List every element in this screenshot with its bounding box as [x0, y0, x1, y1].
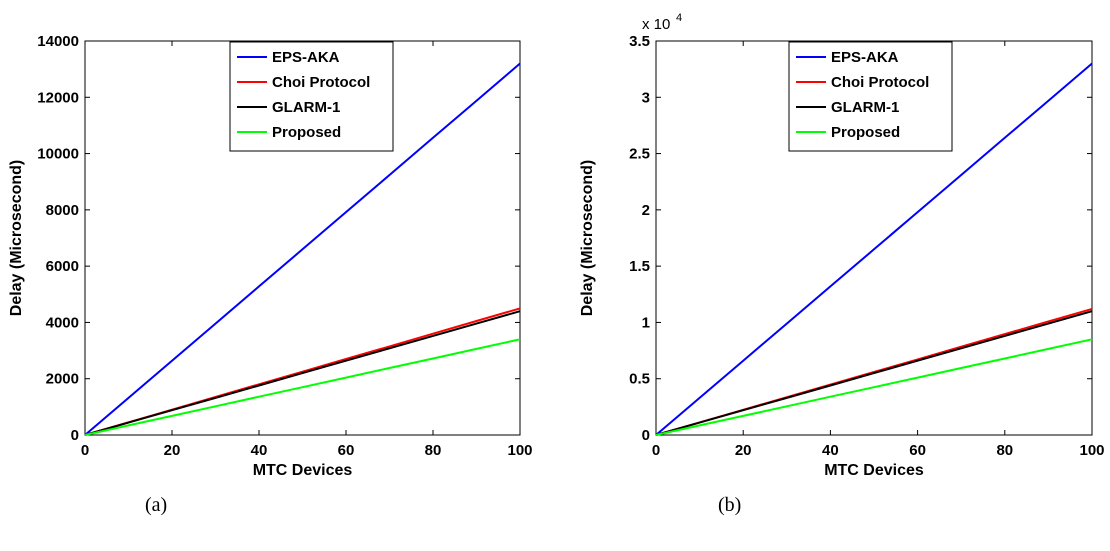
x-tick-label: 60: [338, 442, 355, 459]
x-tick-label: 80: [425, 442, 442, 459]
series-line-glarm-1: [655, 310, 1093, 436]
y-tick-label: 10000: [37, 146, 79, 163]
legend-entry-label: Proposed: [831, 124, 900, 141]
x-axis-label: MTC Devices: [253, 462, 353, 479]
legend: EPS-AKA Choi Protocol GLARM-1 Proposed: [229, 41, 394, 152]
series-line-eps-aka: [655, 62, 1093, 436]
x-tick-label: 0: [652, 442, 660, 459]
y-tick-label: 0: [642, 427, 650, 444]
y-tick-label: 8000: [46, 202, 79, 219]
x-tick-label: 100: [1079, 442, 1104, 459]
caption-a: (a): [145, 494, 168, 516]
y-axis-label: Delay (Microsecond): [579, 160, 596, 316]
y-tick-label: 3.5: [629, 33, 650, 50]
chart-a: 0 20 40 60 80 100 0 2000 4000 6000 8000 10000 12000 1…: [8, 33, 533, 479]
y-axis-label: Delay (Microsecond): [8, 160, 25, 316]
y-exponent-power: 4: [676, 12, 682, 24]
x-tick-label: 100: [507, 442, 532, 459]
y-tick-label: 0: [71, 427, 79, 444]
x-tick-label: 0: [81, 442, 89, 459]
x-tick-label: 20: [735, 442, 752, 459]
y-tick-label: 4000: [46, 314, 79, 331]
x-axis-label: MTC Devices: [824, 462, 924, 479]
legend: EPS-AKA Choi Protocol GLARM-1 Proposed: [788, 41, 953, 152]
legend-entry-label: GLARM-1: [272, 99, 340, 116]
legend-entry-label: EPS-AKA: [272, 49, 340, 66]
y-tick-label: 1.5: [629, 258, 650, 275]
y-tick-label: 2.5: [629, 146, 650, 163]
legend-entry-label: GLARM-1: [831, 99, 899, 116]
x-tick-label: 40: [251, 442, 268, 459]
legend-entry-label: EPS-AKA: [831, 49, 899, 66]
x-tick-label: 60: [909, 442, 926, 459]
caption-b: (b): [718, 494, 742, 516]
y-tick-label: 1: [642, 314, 650, 331]
x-tick-label: 40: [822, 442, 839, 459]
y-tick-label: 0.5: [629, 371, 650, 388]
y-tick-label: 12000: [37, 89, 79, 106]
y-tick-label: 2: [642, 202, 650, 219]
y-tick-label: 2000: [46, 371, 79, 388]
y-tick-label: 6000: [46, 258, 79, 275]
legend-entry-label: Choi Protocol: [831, 74, 929, 91]
y-exponent-label: x 10: [642, 16, 670, 33]
y-tick-label: 3: [642, 89, 650, 106]
series-line-proposed: [655, 338, 1093, 436]
chart-b: 0 20 40 60 80 100 0 0.5 1 1.5 2 2.5 3 3.5x 10 4 MTC Dev…: [579, 12, 1105, 479]
x-tick-label: 80: [996, 442, 1013, 459]
series-line-glarm-1: [84, 310, 521, 436]
y-tick-label: 14000: [37, 33, 79, 50]
legend-entry-label: Choi Protocol: [272, 74, 370, 91]
x-tick-label: 20: [164, 442, 181, 459]
legend-entry-label: Proposed: [272, 124, 341, 141]
series-line-proposed: [84, 338, 521, 436]
series-line-eps-aka: [84, 62, 521, 436]
